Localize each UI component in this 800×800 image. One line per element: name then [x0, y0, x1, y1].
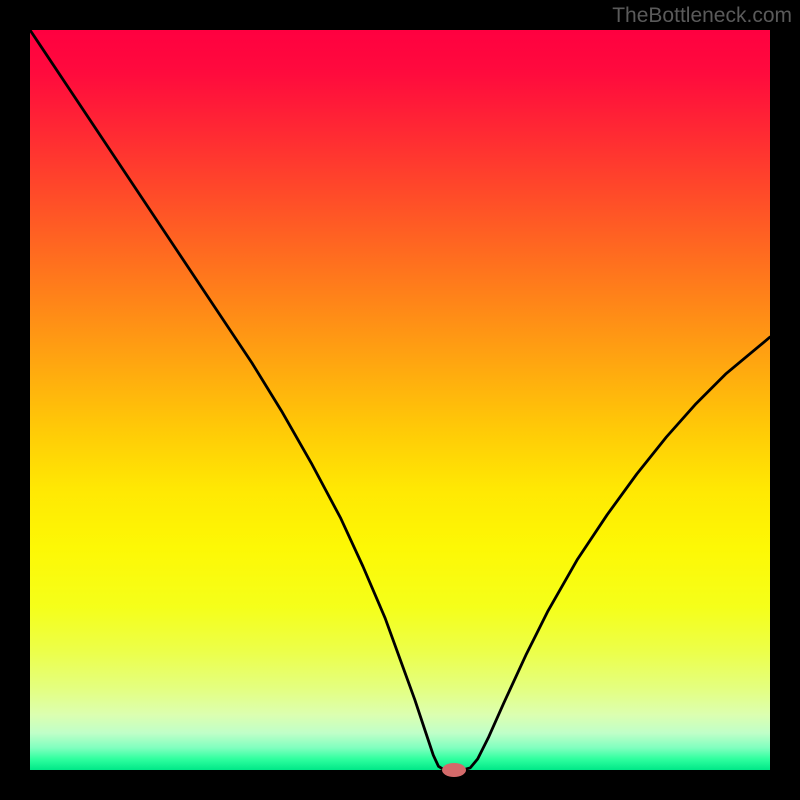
- bottleneck-chart-svg: [0, 0, 800, 800]
- optimum-marker: [442, 763, 466, 777]
- chart-container: TheBottleneck.com: [0, 0, 800, 800]
- watermark-text: TheBottleneck.com: [612, 4, 792, 28]
